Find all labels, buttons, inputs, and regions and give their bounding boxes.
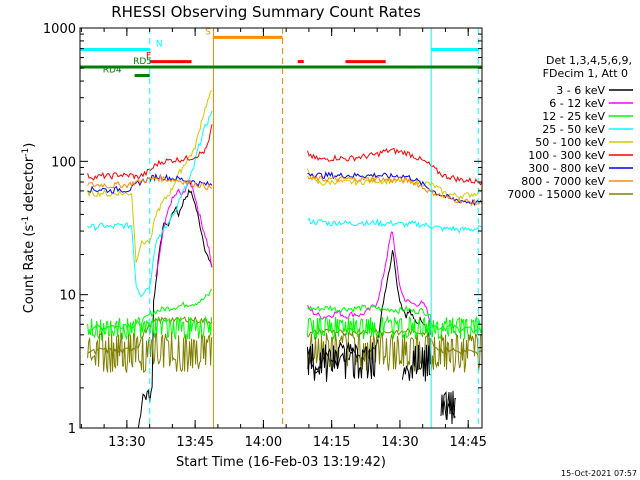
y-axis-label-sup2: -1 [21,148,31,157]
noise-layer [87,315,482,425]
legend-label-800-7000-kev: 800 - 7000 keV [521,175,605,188]
x-tick-label-14-15: 14:15 [313,435,350,450]
x-tick-label-14-00: 14:00 [245,435,282,450]
series-line-100-300-kev-seg1 [307,147,483,186]
noise-trace-7000-15000-kev-1-1 [307,331,482,373]
noise-trace-12-25-kev-0-1 [307,315,482,340]
noise-12-25-kev-0 [87,315,482,342]
series-line-25-50-kev-seg1 [307,217,483,234]
y-tick-label-10: 10 [59,289,76,304]
legend-header-detectors: Det 1,3,4,5,6,9, [546,54,632,67]
series-800-7000-kev [87,173,483,206]
legend-label-7000-15000-kev: 7000 - 15000 keV [507,188,605,201]
flag-label-s: S [205,27,211,37]
flag-label-rd5: RD5 [133,57,152,67]
x-tick-label-13-30: 13:30 [108,435,145,450]
series-line-300-800-kev-seg1 [307,171,483,207]
plot-frame [79,27,483,429]
y-axis-label-mid: detector [22,156,37,216]
series-line-50-100-kev-seg0 [87,90,213,263]
series-100-300-kev [87,124,483,186]
series-line-25-50-kev-seg0 [87,110,213,298]
axis-layer: 1 10 100 1000 13:30 13:45 14:00 14:15 14:30 14:45 [43,22,487,450]
chart-title: RHESSI Observing Summary Count Rates [111,3,421,21]
x-tick-label-14-30: 14:30 [381,435,418,450]
legend-label-300-800-kev: 300 - 800 keV [528,162,605,175]
flag-label-n: N [156,39,163,49]
legend-label-6-12-kev: 6 - 12 keV [549,97,605,110]
legend-header-decimation: FDecim 1, Att 0 [543,67,628,80]
y-tick-label-1: 1 [68,422,76,437]
series-line-6-12-kev-seg0 [155,179,213,277]
legend: Det 1,3,4,5,6,9, FDecim 1, Att 0 3 - 6 k… [507,54,633,201]
y-axis-label: Count Rate (s-1 detector-1) [21,143,37,314]
noise-trace-3-6-kev-2-1 [401,344,431,382]
flag-label-f: F [146,52,151,62]
noise-3-6-kev-3 [440,390,457,425]
series-layer [87,90,483,429]
y-axis-label-close: ) [22,143,37,148]
series-25-50-kev [87,110,483,298]
legend-label-100-300-kev: 100 - 300 keV [528,149,605,162]
x-tick-label-14-45: 14:45 [449,435,486,450]
x-axis-label: Start Time (16-Feb-03 13:19:42) [176,455,386,470]
y-tick-label-100: 100 [51,155,76,170]
series-line-100-300-kev-seg0 [87,124,213,181]
footer-timestamp: 15-Oct-2021 07:57 [561,469,637,478]
noise-trace-3-6-kev-2-0 [307,341,376,382]
series-line-50-100-kev-seg1 [307,168,483,200]
flag-label-rd4: RD4 [103,66,122,76]
noise-3-6-kev-2 [307,341,431,382]
noise-7000-15000-kev-1 [87,331,482,373]
legend-label-25-50-kev: 25 - 50 keV [542,123,605,136]
noise-trace-3-6-kev-3-0 [440,390,457,425]
legend-label-50-100-kev: 50 - 100 keV [535,136,605,149]
noise-trace-7000-15000-kev-1-0 [87,331,213,373]
x-tick-label-13-45: 13:45 [176,435,213,450]
y-tick-label-1000: 1000 [43,22,76,37]
series-line-800-7000-kev-seg1 [307,175,483,206]
legend-label-12-25-kev: 12 - 25 keV [542,110,605,123]
legend-label-3-6-kev: 3 - 6 keV [556,84,605,97]
y-axis-label-main: Count Rate (s [22,225,37,314]
series-50-100-kev [87,90,483,263]
y-axis-label-sup1: -1 [21,216,31,225]
